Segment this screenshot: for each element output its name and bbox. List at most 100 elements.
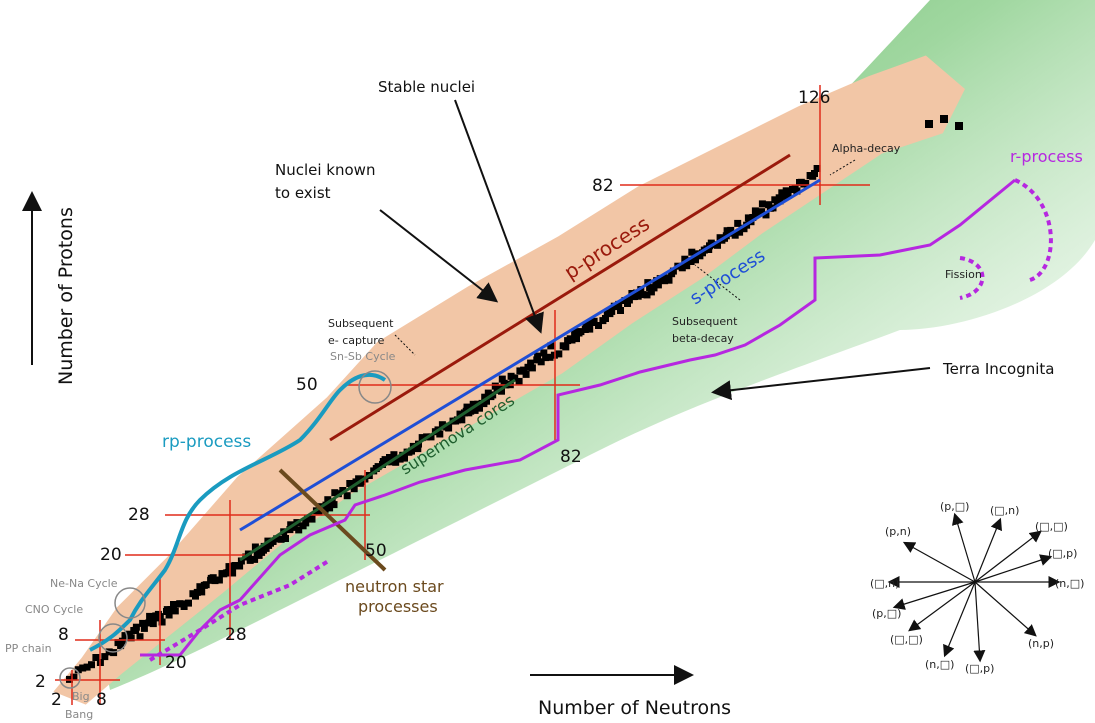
stable-nucleus-square [211,577,219,585]
stable-nucleus-square [546,353,554,361]
stable-nucleus-square [669,267,677,275]
stable-nuclei-arrow [454,99,544,334]
stable-nucleus-square [277,535,285,543]
stable-nucleus-square [171,607,179,615]
stable-nucleus-square [564,337,572,345]
stable-nucleus-square [127,634,135,642]
stable-nucleus-square [692,256,699,264]
stable-nucleus-square [559,342,567,350]
stable-nucleus-square [145,619,153,627]
reaction-a-p: (□,p) [1048,547,1077,560]
stable-nucleus-square [524,363,532,371]
stable-nucleus-square [79,664,87,672]
stable-nucleus-square [656,275,664,283]
subsequent-beta-pointer [694,264,741,301]
magic-n50: 50 [365,541,387,561]
stable-nucleus-square [527,359,535,367]
stable-nucleus-square [595,322,602,329]
terra-incognita-label: Terra Incognita [942,360,1055,378]
stable-nucleus-square [775,194,783,202]
stable-nucleus-square [154,614,162,622]
stable-nucleus-square [463,403,471,411]
stable-nucleus-square [652,280,660,288]
stable-nucleus-square [304,515,311,523]
reaction-n-a: (n,□) [1055,577,1084,590]
stable-nucleus-square [744,214,752,222]
stable-nucleus-square [343,492,351,500]
stable-nucleus-square [765,201,773,209]
stable-nucleus-square [705,246,713,253]
reaction-p-n: (p,n) [885,525,911,538]
stable-nucleus-square [522,370,530,378]
stable-nucleus-square [418,434,426,442]
stable-nucleus-square [251,555,259,563]
stable-nucleus-square [599,317,607,325]
reaction-g-p: (□,p) [965,662,994,675]
stable-nucleus-square [193,588,201,596]
subsequent-beta-label-2: beta-decay [672,332,734,345]
stable-nucleus-square [573,335,580,343]
rp-process-path [89,372,387,652]
stable-nucleus-square [480,400,488,408]
stable-nucleus-square [471,406,479,414]
stable-nucleus-square [771,196,779,204]
alpha-decay-label: Alpha-decay [832,142,901,155]
magic-p20: 20 [100,545,122,565]
stable-nucleus-square [386,454,393,461]
stable-nucleus-square [782,187,790,195]
stable-nucleus-square [736,228,744,236]
s-process-line [239,178,821,532]
sn-sb-cycle-label: Sn-Sb Cycle [330,350,396,363]
stable-nucleus-square [537,358,545,366]
cno-cycle-circle [98,623,128,653]
stable-nucleus-square [647,288,655,296]
stable-nucleus-square [511,374,519,382]
stable-nucleus-square [661,277,669,285]
stable-nucleus-square [617,307,624,314]
stable-nucleus-square [731,231,739,239]
stable-nucleus-square [331,489,339,497]
stable-nucleus-square [481,393,489,401]
stable-nuclei-label: Stable nuclei [378,78,475,96]
stable-nucleus-square [374,463,382,471]
stable-nucleus-square [339,487,347,494]
stable-nucleus-square [734,219,742,227]
stable-nucleus-square [163,608,170,615]
stable-nucleus-square [255,551,263,559]
big-bang-label-1: Big [72,690,90,703]
stable-nucleus-square [227,563,235,571]
stable-nucleus-square [414,445,422,453]
magic-n20: 20 [165,653,187,673]
stable-nucleus-square [727,226,735,234]
reaction-g-a: (□,□) [890,633,923,646]
stable-nucleus-square [696,252,704,260]
stable-nucleus-square [533,356,541,364]
magic-n2: 2 [51,690,62,710]
stable-nucleus-square [246,556,254,564]
stable-nucleus-square [793,187,801,195]
stable-nucleus-square [547,342,555,350]
subsequent-e-pointer [394,334,416,356]
stable-nucleus-square [158,618,166,626]
stable-nucleus-square [146,612,154,620]
stable-nucleus-square [149,620,157,628]
stable-nucleus-square [498,387,505,395]
stable-nucleus-square [170,601,177,608]
stable-nucleus-square [520,366,528,374]
stable-nucleus-square [625,296,633,304]
y-axis-label: Number of Protons [55,207,77,385]
stable-nucleus-square [196,583,204,591]
p-process-line [329,153,791,442]
stable-nucleus-square [456,410,464,418]
stable-nucleus-square [789,186,796,193]
stable-nucleus-square [101,653,109,661]
stable-nucleus-square [330,501,338,509]
stable-nucleus-square [445,424,453,432]
stable-nucleus-square [586,325,594,333]
neutron-star-label-2: processes [358,597,438,616]
stable-nucleus-square [233,562,241,570]
stable-nucleus-square [427,433,435,441]
stable-nucleus-square [681,255,689,263]
r-process-label: r-process [1010,147,1083,166]
